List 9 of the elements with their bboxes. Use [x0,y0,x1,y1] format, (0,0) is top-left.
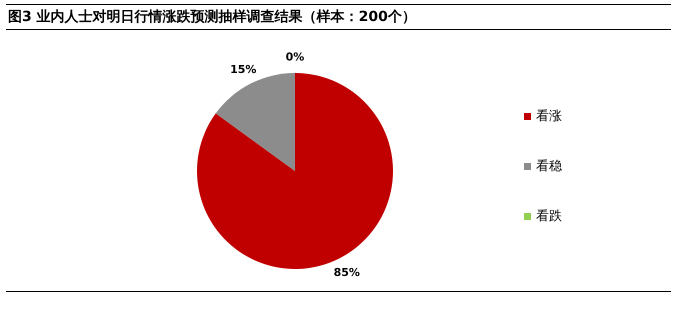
text: 0% [286,50,304,64]
pie-slice [197,73,393,269]
data-label: 15% [230,62,256,76]
legend-label: 看稳 [536,158,562,175]
chart-title: 图3 业内人士对明日行情涨跌预测抽样调查结果（样本：200个） [6,4,671,30]
legend-label: 看跌 [536,208,562,225]
legend-label: 看涨 [536,108,562,125]
data-label: 85% [334,266,360,280]
pie-slice [216,73,295,171]
